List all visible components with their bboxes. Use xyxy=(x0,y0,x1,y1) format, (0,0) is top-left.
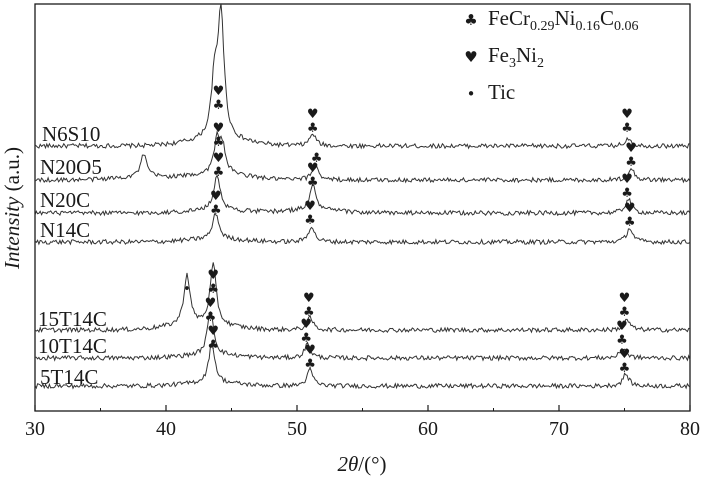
curve-label-N6S10: N6S10 xyxy=(42,122,100,146)
curve-label-N20O5: N20O5 xyxy=(40,155,102,179)
club-marker: ♣ xyxy=(304,213,316,228)
club-marker: ♣ xyxy=(616,333,628,348)
heart-marker: ♥ xyxy=(616,319,628,334)
legend-heart-icon: ♥ xyxy=(464,48,477,66)
heart-marker: ♥ xyxy=(625,141,637,156)
x-axis-title: 2θ/(°) xyxy=(337,452,386,476)
club-marker: ♣ xyxy=(625,155,637,170)
x-tick-label: 60 xyxy=(418,418,438,440)
heart-marker: ♥ xyxy=(307,161,319,176)
x-tick-label: 30 xyxy=(25,418,45,440)
curve-label-N14C: N14C xyxy=(40,218,90,242)
series-line-N20O5 xyxy=(34,129,691,184)
heart-marker: ♥ xyxy=(213,84,225,99)
heart-marker: ♥ xyxy=(205,296,217,311)
curve-labels-layer: N6S10 N20O5 N20C N14C 15T14C 10T14C 5T14C xyxy=(38,122,107,389)
heart-marker: ♥ xyxy=(624,201,636,216)
dot-marker: • xyxy=(183,282,191,297)
x-tick-label: 70 xyxy=(549,418,569,440)
x-tick-label: 50 xyxy=(287,418,307,440)
curves-layer xyxy=(34,3,691,390)
y-axis-title: Intensity (a.u.) xyxy=(0,147,24,270)
curve-label-15T14C: 15T14C xyxy=(38,307,107,331)
y-axis-title-word: Intensity xyxy=(0,196,24,270)
series-line-N14C xyxy=(34,212,691,246)
club-marker: ♣ xyxy=(303,305,315,320)
legend-label: Fe3Ni2 xyxy=(488,43,544,71)
curve-label-N20C: N20C xyxy=(40,188,90,212)
legend: ♣ FeCr0.29Ni0.16C0.06 ♥ Fe3Ni2 • Tic xyxy=(464,6,638,104)
club-marker: ♣ xyxy=(621,121,633,136)
legend-dot-icon: • xyxy=(467,85,476,103)
club-marker: ♣ xyxy=(210,203,222,218)
heart-marker: ♥ xyxy=(307,107,319,122)
club-marker: ♣ xyxy=(213,98,225,113)
heart-marker: ♥ xyxy=(621,107,633,122)
legend-label: Tic xyxy=(488,80,515,104)
plot-frame xyxy=(34,3,691,412)
heart-marker: ♥ xyxy=(619,291,631,306)
x-axis-title-unit: /(°) xyxy=(358,452,386,476)
x-tick-label: 80 xyxy=(680,418,700,440)
heart-marker: ♥ xyxy=(210,189,222,204)
series-line-N6S10 xyxy=(34,3,691,150)
club-marker: ♣ xyxy=(205,310,217,325)
heart-marker: ♥ xyxy=(619,347,631,362)
club-marker: ♣ xyxy=(619,305,631,320)
club-marker: ♣ xyxy=(307,121,319,136)
club-marker: ♣ xyxy=(624,215,636,230)
club-marker: ♣ xyxy=(311,151,323,166)
curve-label-5T14C: 5T14C xyxy=(40,365,98,389)
club-marker: ♣ xyxy=(207,338,219,353)
club-marker: ♣ xyxy=(207,282,219,297)
series-line-10T14C xyxy=(35,310,691,362)
series-line-5T14C xyxy=(34,341,691,390)
club-marker: ♣ xyxy=(619,361,631,376)
heart-marker: ♥ xyxy=(213,151,225,166)
heart-marker: ♥ xyxy=(303,291,315,306)
phase-markers-layer: ♥♣♥♣♥♣♥♣♣♥♣♥♣ ♥♣ ♥♣♥♣♥♣ ♥♣♥♣•♥♣♥♣♥♣ ♥♣♥♣♥♣♥♣… xyxy=(183,84,637,376)
heart-marker: ♥ xyxy=(213,121,225,136)
club-marker: ♣ xyxy=(307,175,319,190)
heart-marker: ♥ xyxy=(621,172,633,187)
club-marker: ♣ xyxy=(621,186,633,201)
club-marker: ♣ xyxy=(300,331,312,346)
club-marker: ♣ xyxy=(304,357,316,372)
club-marker: ♣ xyxy=(213,165,225,180)
curve-label-10T14C: 10T14C xyxy=(38,334,107,358)
heart-marker: ♥ xyxy=(304,199,316,214)
series-line-N20C xyxy=(34,174,691,217)
x-axis: 30 40 50 60 70 80 xyxy=(25,405,700,440)
heart-marker: ♥ xyxy=(207,324,219,339)
heart-marker: ♥ xyxy=(300,317,312,332)
x-axis-title-symbol: 2θ xyxy=(337,452,358,476)
heart-marker: ♥ xyxy=(304,343,316,358)
club-marker: ♣ xyxy=(213,135,225,150)
legend-label: FeCr0.29Ni0.16C0.06 xyxy=(488,6,639,34)
heart-marker: ♥ xyxy=(207,268,219,283)
y-axis-title-unit: (a.u.) xyxy=(0,147,24,197)
legend-club-icon: ♣ xyxy=(464,11,477,29)
x-tick-label: 40 xyxy=(156,418,176,440)
series-line-15T14C xyxy=(34,262,691,334)
